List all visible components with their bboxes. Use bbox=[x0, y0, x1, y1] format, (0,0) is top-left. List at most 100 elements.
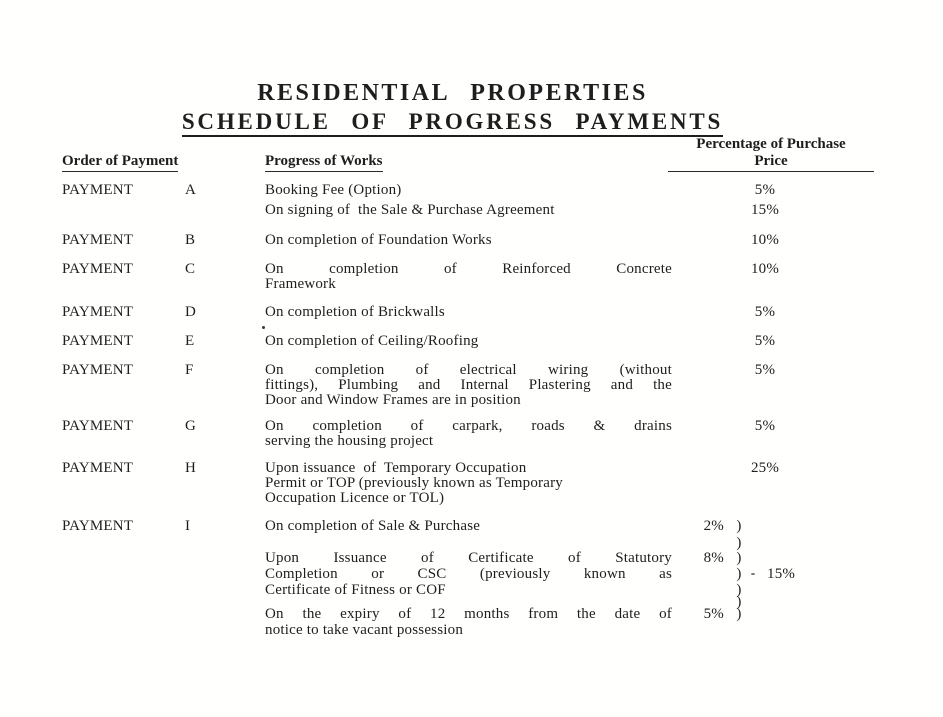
works-description bbox=[265, 536, 672, 551]
works-description: On completion of Reinforced Concrete bbox=[265, 261, 672, 277]
sub-percentage-value bbox=[672, 363, 728, 378]
group-total-percentage bbox=[750, 334, 880, 349]
payment-letter bbox=[185, 393, 265, 408]
table-row: PAYMENT F On completion of electrical wi… bbox=[62, 363, 880, 378]
payment-letter: B bbox=[185, 232, 196, 248]
bracket-glyph bbox=[728, 203, 750, 218]
percentage-value: 5% bbox=[754, 418, 776, 434]
works-description: serving the housing project bbox=[265, 433, 434, 449]
payment-order-label bbox=[62, 623, 185, 638]
percentage-value: 10% bbox=[750, 232, 780, 248]
payment-order-label: PAYMENT bbox=[62, 304, 134, 320]
group-total-percentage bbox=[750, 623, 880, 638]
sub-percentage-value bbox=[672, 378, 728, 393]
works-description: Permit or TOP (previously known as Tempo… bbox=[265, 475, 563, 491]
sub-percentage-value: 2% bbox=[703, 518, 724, 534]
group-total-percentage bbox=[750, 378, 880, 393]
works-description: Upon Issuance of Certificate of Statutor… bbox=[265, 550, 672, 566]
group-total-percentage bbox=[750, 607, 880, 622]
payment-letter: C bbox=[185, 261, 196, 277]
payment-order-label bbox=[62, 567, 185, 582]
group-total-percentage bbox=[750, 203, 880, 218]
document-titles: RESIDENTIAL PROPERTIES SCHEDULE OF PROGR… bbox=[0, 81, 905, 137]
payment-letter bbox=[185, 476, 265, 491]
sub-percentage-value bbox=[672, 476, 728, 491]
page-subtitle: SCHEDULE OF PROGRESS PAYMENTS bbox=[181, 110, 724, 137]
group-total-percentage bbox=[750, 363, 880, 378]
table-row: ) bbox=[62, 536, 880, 551]
table-row: PAYMENT A Booking Fee (Option) 5% bbox=[62, 183, 880, 198]
percentage-value: 5% bbox=[754, 362, 776, 378]
bracket-glyph bbox=[728, 334, 750, 349]
payment-letter bbox=[185, 277, 265, 292]
sub-percentage-value bbox=[672, 233, 728, 248]
table-row: Door and Window Frames are in position bbox=[62, 393, 880, 408]
works-description: On completion of carpark, roads & drains bbox=[265, 418, 672, 434]
payment-order-label bbox=[62, 536, 185, 551]
table-row: Permit or TOP (previously known as Tempo… bbox=[62, 476, 880, 491]
percentage-value: 10% bbox=[750, 261, 780, 277]
payment-letter bbox=[185, 203, 265, 218]
group-total-percentage bbox=[750, 262, 880, 277]
bracket-glyph: ) bbox=[736, 535, 742, 551]
works-description: Upon issuance of Temporary Occupation bbox=[265, 460, 527, 476]
percentage-value: 25% bbox=[750, 460, 780, 476]
payment-order-label bbox=[62, 476, 185, 491]
payment-order-label bbox=[62, 551, 185, 566]
sub-percentage-value bbox=[672, 262, 728, 277]
works-description: Occupation Licence or TOL) bbox=[265, 490, 445, 506]
payment-order-label bbox=[62, 277, 185, 292]
table-row: Completion or CSC (previously known as )… bbox=[62, 567, 880, 582]
bracket-glyph bbox=[728, 419, 750, 434]
column-header-percentage: Percentage of Purchase bbox=[696, 136, 846, 152]
sub-percentage-value bbox=[672, 623, 728, 638]
table-row: Upon Issuance of Certificate of Statutor… bbox=[62, 551, 880, 566]
works-description: Certificate of Fitness or COF bbox=[265, 582, 446, 598]
table-row: PAYMENT E On completion of Ceiling/Roofi… bbox=[62, 334, 880, 349]
bracket-glyph bbox=[728, 434, 750, 449]
works-description: Completion or CSC (previously known as bbox=[265, 566, 672, 582]
payment-letter: I bbox=[185, 518, 191, 534]
group-total-percentage bbox=[750, 536, 880, 551]
works-description: Door and Window Frames are in position bbox=[265, 392, 521, 408]
bracket-glyph bbox=[728, 378, 750, 393]
sub-percentage-value bbox=[672, 434, 728, 449]
percentage-value: 5% bbox=[754, 304, 776, 320]
group-total-percentage bbox=[750, 461, 880, 476]
table-row: PAYMENT B On completion of Foundation Wo… bbox=[62, 233, 880, 248]
payment-order-label: PAYMENT bbox=[62, 518, 134, 534]
works-description: Framework bbox=[265, 276, 336, 292]
sub-percentage-value bbox=[672, 305, 728, 320]
table-row: fittings), Plumbing and Internal Plaster… bbox=[62, 378, 880, 393]
column-header-progress-of-works: Progress of Works bbox=[265, 154, 383, 172]
table-row: PAYMENT C On completion of Reinforced Co… bbox=[62, 262, 880, 277]
sub-percentage-value bbox=[672, 536, 728, 551]
sub-percentage-value bbox=[672, 461, 728, 476]
group-total-percentage bbox=[750, 305, 880, 320]
payment-letter bbox=[185, 378, 265, 393]
payment-order-label: PAYMENT bbox=[62, 418, 134, 434]
works-description: On the expiry of 12 months from the date… bbox=[265, 606, 672, 622]
payment-order-label: PAYMENT bbox=[62, 362, 134, 378]
bracket-glyph bbox=[728, 233, 750, 248]
table-row: Occupation Licence or TOL) bbox=[62, 491, 880, 506]
payment-order-label: PAYMENT bbox=[62, 182, 134, 198]
group-total-percentage bbox=[750, 519, 880, 534]
works-description: notice to take vacant possession bbox=[265, 622, 464, 638]
payment-order-label bbox=[62, 434, 185, 449]
payment-order-label: PAYMENT bbox=[62, 333, 134, 349]
column-header-price: Price bbox=[668, 154, 874, 172]
payment-letter bbox=[185, 607, 265, 622]
payment-letter: D bbox=[185, 304, 197, 320]
payment-letter bbox=[185, 567, 265, 582]
payment-letter bbox=[185, 491, 265, 506]
group-total-percentage bbox=[750, 233, 880, 248]
payment-letter: G bbox=[185, 418, 197, 434]
stray-dot bbox=[262, 326, 265, 329]
sub-percentage-value bbox=[672, 393, 728, 408]
bracket-glyph bbox=[728, 277, 750, 292]
bracket-glyph bbox=[728, 461, 750, 476]
payment-letter: E bbox=[185, 333, 195, 349]
table-row: PAYMENT G On completion of carpark, road… bbox=[62, 419, 880, 434]
group-total-percentage bbox=[750, 183, 880, 198]
